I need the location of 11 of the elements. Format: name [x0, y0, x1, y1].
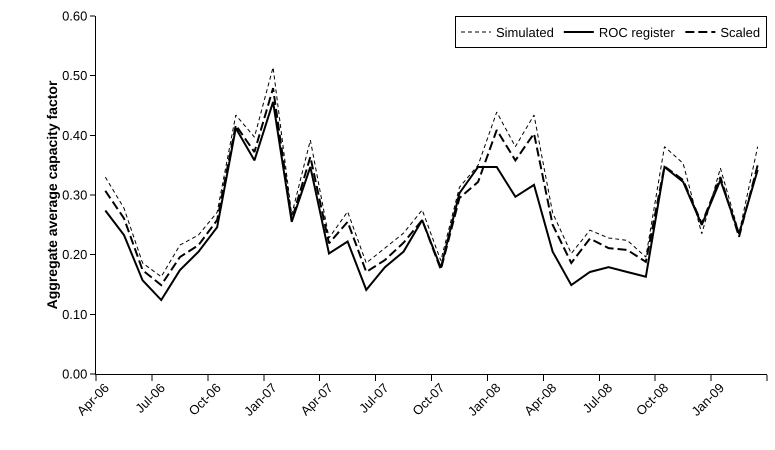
y-tick-label: 0.40: [62, 128, 88, 143]
y-tick-label: 0.20: [62, 247, 88, 262]
legend-label: ROC register: [598, 25, 676, 40]
y-tick-label: 0.30: [62, 188, 88, 203]
legend-label: Scaled: [720, 25, 760, 40]
y-axis-title: Aggregate average capacity factor: [44, 80, 60, 310]
y-tick-label: 0.10: [62, 306, 88, 322]
y-tick-label: 0.60: [62, 8, 88, 24]
y-tick-label: 0.50: [62, 68, 88, 84]
y-tick-label: 0.00: [62, 366, 88, 382]
legend-label: Simulated: [496, 25, 554, 40]
